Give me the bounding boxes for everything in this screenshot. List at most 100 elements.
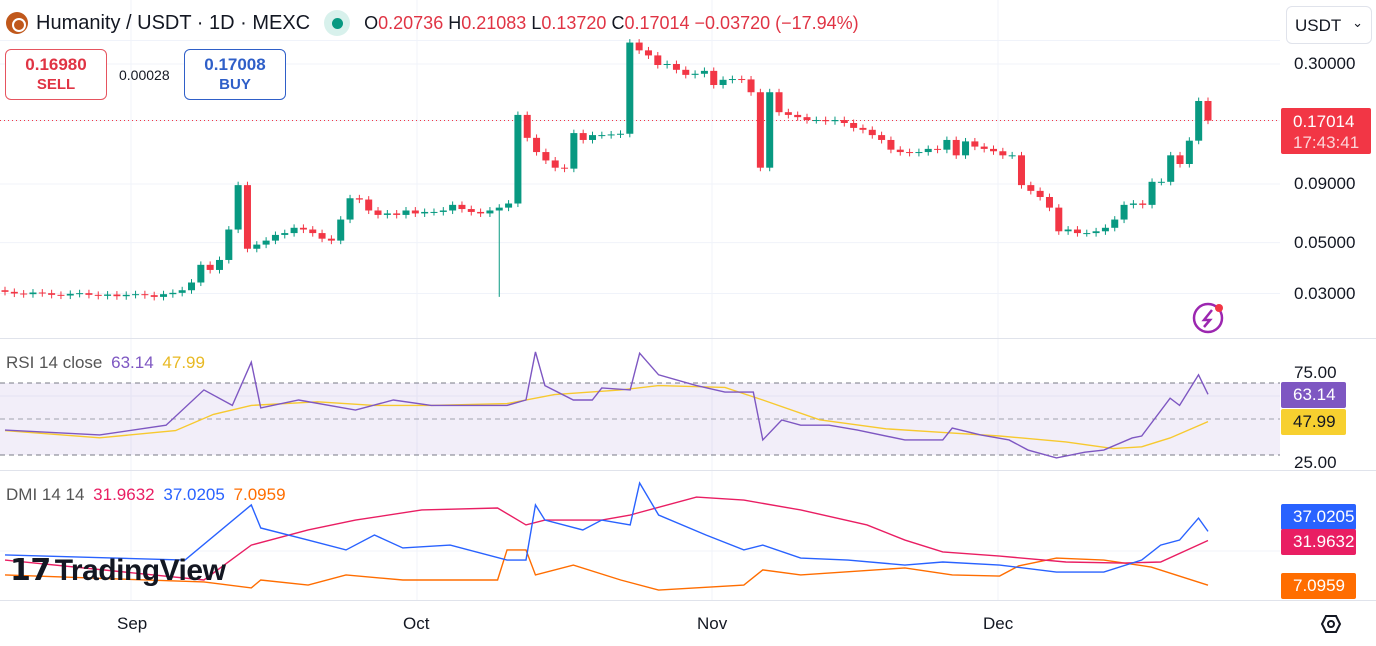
- candle-body: [756, 92, 764, 168]
- candle-body: [458, 204, 466, 210]
- dmi-plus-line: [4, 481, 1209, 573]
- sell-price: 0.16980: [25, 55, 87, 74]
- candle-body: [430, 211, 438, 213]
- candle-body: [253, 244, 261, 249]
- candle-body: [94, 294, 102, 296]
- candle-body: [1204, 100, 1212, 121]
- candle-body: [1111, 219, 1119, 228]
- candle-body: [523, 114, 531, 138]
- candle-body: [1092, 231, 1100, 234]
- candle-body: [374, 210, 382, 215]
- candle-body: [262, 240, 270, 245]
- open-value: 0.20736: [378, 12, 444, 33]
- sell-button[interactable]: 0.16980 SELL: [5, 49, 107, 100]
- candle-body: [10, 291, 18, 294]
- candle-body: [337, 219, 345, 241]
- candle-body: [1, 290, 9, 292]
- chevron-down-icon: ⌄: [1352, 15, 1363, 30]
- candle-body: [215, 259, 223, 270]
- candle-body: [924, 148, 932, 153]
- buy-button[interactable]: 0.17008 BUY: [184, 49, 286, 100]
- candle-body: [57, 294, 65, 296]
- symbol-title[interactable]: Humanity / USDT · 1D · MEXC: [36, 11, 311, 34]
- price-axis-label: 0.05000: [1294, 233, 1356, 252]
- candle-body: [999, 151, 1007, 156]
- candle-body: [803, 117, 811, 121]
- candle-body: [38, 292, 46, 294]
- candle-body: [439, 210, 447, 212]
- candle-body: [971, 141, 979, 147]
- currency-select-value: USDT: [1295, 16, 1342, 35]
- currency-select[interactable]: USDT ⌄: [1286, 6, 1372, 44]
- candle-body: [784, 112, 792, 115]
- tradingview-watermark[interactable]: 𝟭𝟳 TradingView: [10, 553, 226, 588]
- candle-body: [626, 42, 634, 134]
- candle-body: [113, 294, 121, 297]
- candle-body: [299, 227, 307, 230]
- candle-body: [1101, 227, 1109, 232]
- candle-body: [868, 129, 876, 136]
- candle-body: [644, 50, 652, 56]
- candle-body: [533, 137, 541, 153]
- candle-body: [160, 294, 168, 297]
- candle-body: [598, 135, 606, 137]
- candle-body: [346, 198, 354, 220]
- rsi-axis-label: 25.00: [1294, 453, 1337, 472]
- time-axis-label: Nov: [697, 614, 728, 633]
- candle-body: [906, 152, 914, 154]
- candle-body: [327, 238, 335, 241]
- candle-body: [766, 92, 774, 168]
- candle-body: [850, 122, 858, 128]
- candle-body: [234, 185, 242, 230]
- candle-body: [411, 210, 419, 214]
- candle-body: [505, 203, 513, 208]
- rsi-legend[interactable]: RSI 14 close 63.14 47.99: [6, 353, 205, 372]
- candle-body: [477, 211, 485, 214]
- buy-price: 0.17008: [204, 55, 266, 74]
- time-axis-label: Sep: [117, 614, 148, 633]
- candle-body: [188, 282, 196, 291]
- high-value: 0.21083: [461, 12, 527, 33]
- candle-body: [1176, 155, 1184, 164]
- candle-body: [514, 114, 522, 204]
- dmi-blue-tag: 37.0205: [1281, 504, 1356, 530]
- candle-body: [467, 209, 475, 212]
- candle-body: [616, 133, 624, 135]
- candle-body: [840, 120, 848, 123]
- humanity-logo-icon: [6, 12, 28, 34]
- price-axis-label: 0.30000: [1294, 54, 1356, 73]
- candle-body: [421, 211, 429, 214]
- candle-body: [1008, 155, 1016, 157]
- candle-body: [1055, 207, 1063, 232]
- candle-body: [878, 135, 886, 140]
- dmi-orange-tag: 7.0959: [1281, 573, 1356, 599]
- candle-body: [672, 64, 680, 70]
- candle-body: [225, 229, 233, 260]
- bar-countdown: 17:43:41: [1293, 133, 1360, 152]
- spread-value: 0.00028: [119, 67, 170, 83]
- candle-body: [1036, 190, 1044, 197]
- candle-body: [1073, 229, 1081, 234]
- lightning-icon[interactable]: [1192, 302, 1224, 334]
- rsi-value-tag: 63.14: [1281, 382, 1346, 408]
- candle-body: [579, 133, 587, 140]
- dmi-legend[interactable]: DMI 14 14 31.9632 37.0205 7.0959: [6, 485, 286, 504]
- candle-body: [896, 149, 904, 153]
- candle-body: [700, 70, 708, 74]
- candle-body: [290, 227, 298, 234]
- candle-body: [197, 264, 205, 283]
- candle-body: [271, 234, 279, 241]
- candle-body: [1157, 181, 1165, 183]
- price-axis-label: 0.09000: [1294, 174, 1356, 193]
- candle-body: [1045, 196, 1053, 208]
- candle-body: [654, 55, 662, 66]
- candle-body: [1064, 229, 1072, 232]
- candle-body: [76, 293, 84, 295]
- candle-body: [822, 120, 830, 122]
- candle-body: [1017, 155, 1025, 186]
- settings-icon[interactable]: [1320, 615, 1342, 633]
- candle-body: [728, 79, 736, 81]
- candle-body: [402, 210, 410, 215]
- candle-body: [281, 233, 289, 235]
